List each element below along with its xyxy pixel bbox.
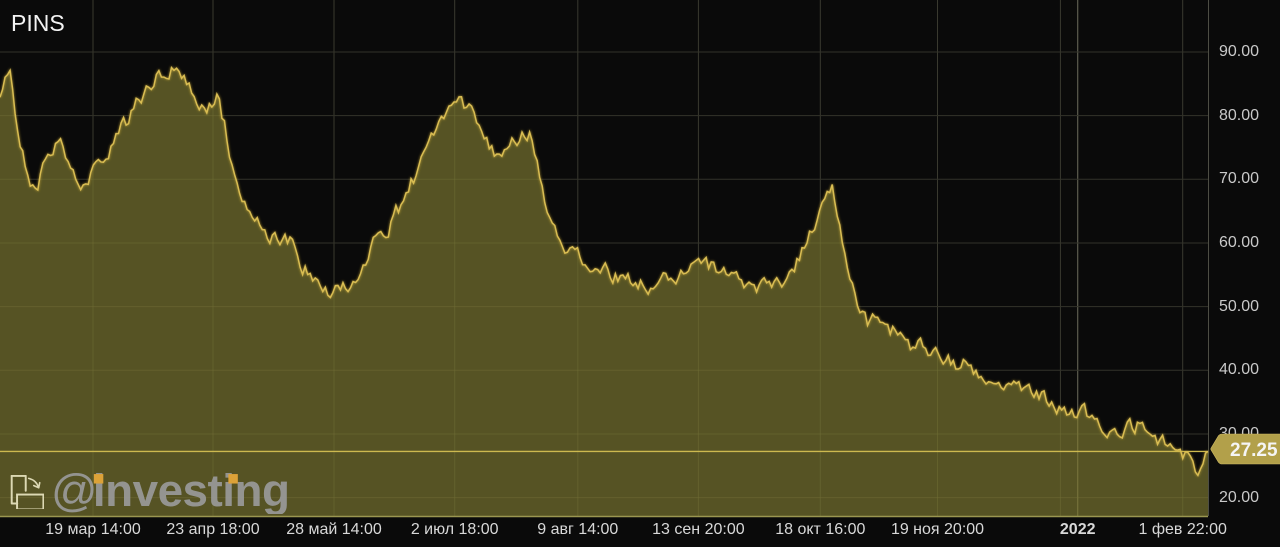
svg-text:investing: investing — [93, 470, 290, 514]
svg-text:@: @ — [51, 470, 98, 514]
svg-text:27.25: 27.25 — [1230, 440, 1278, 461]
